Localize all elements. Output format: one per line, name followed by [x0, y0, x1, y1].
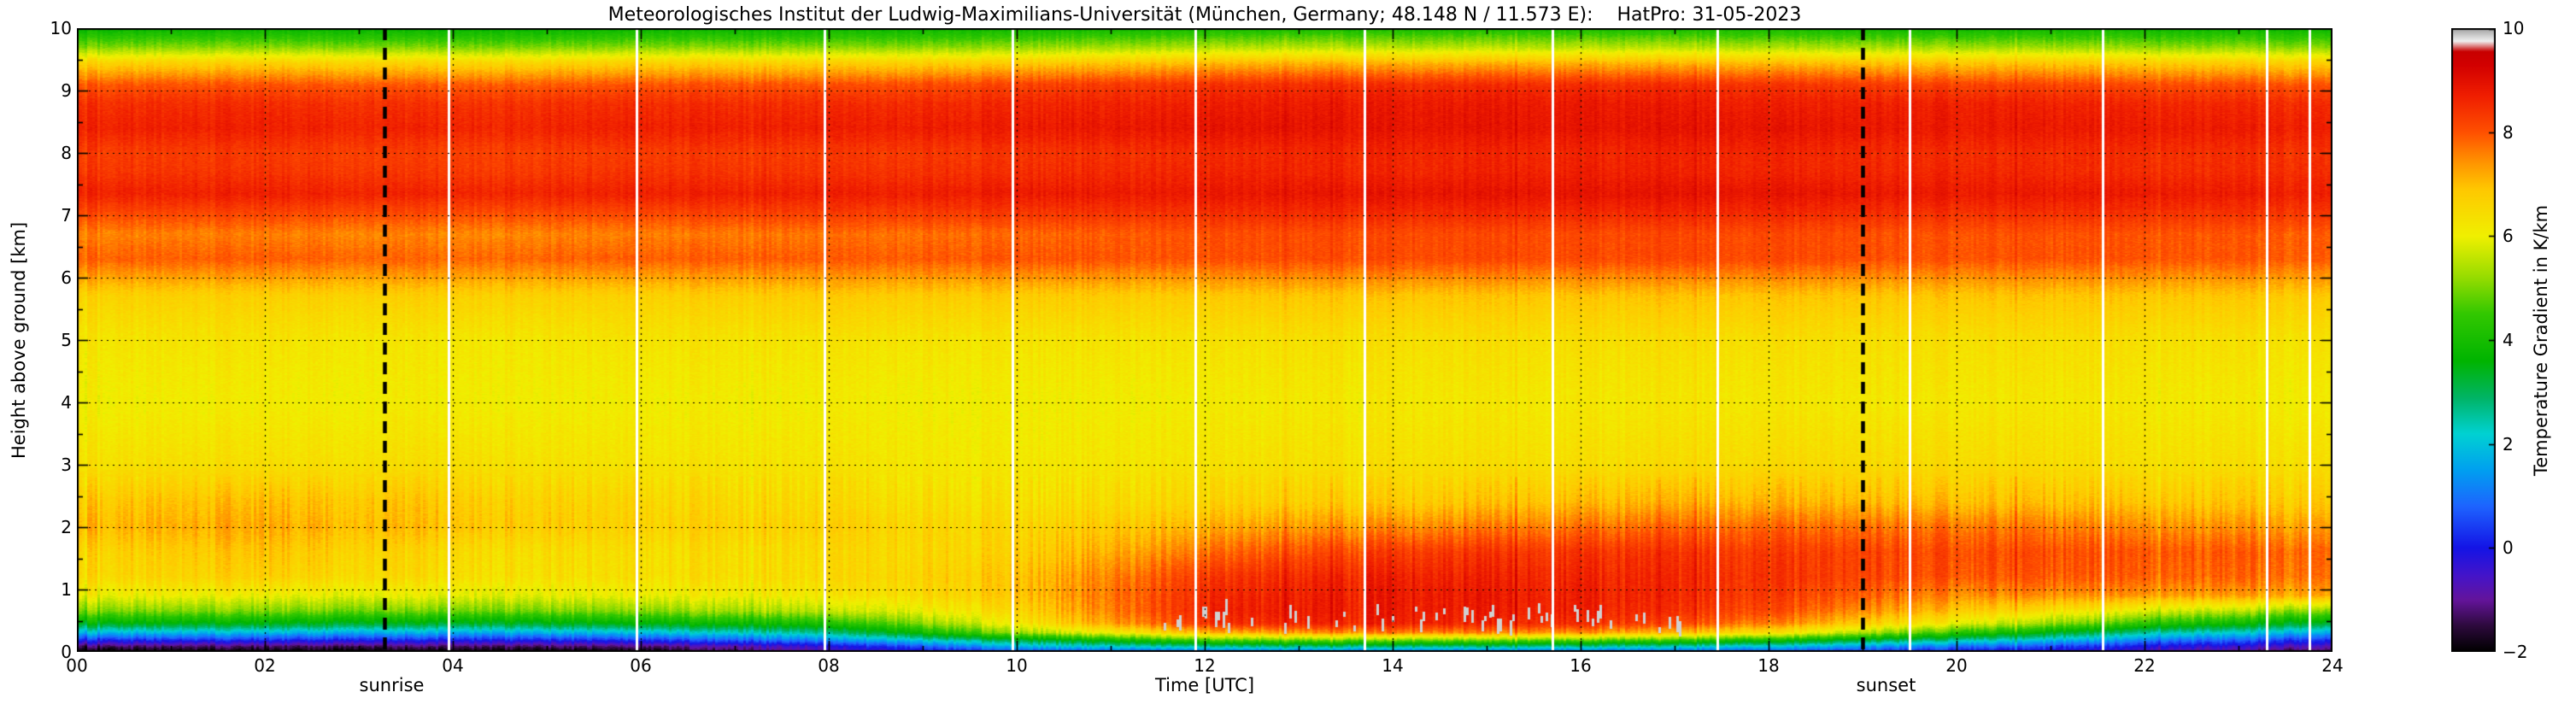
x-tick-label: 24: [2321, 655, 2344, 676]
colorbar-tick-label: 10: [2503, 18, 2525, 38]
x-tick-label: 08: [818, 655, 840, 676]
x-tick-label: 22: [2133, 655, 2156, 676]
colorbar-tick-label: 8: [2503, 121, 2514, 143]
colorbar-label: Temperature Gradient in K/km: [2531, 204, 2551, 476]
x-tick-label: 10: [1006, 655, 1028, 676]
x-axis-label: Time [UTC]: [1154, 675, 1255, 695]
colorbar-canvas: [2451, 28, 2496, 652]
y-tick-label: 9: [61, 80, 72, 101]
x-tick-label: 04: [442, 655, 464, 676]
sunset-label: sunset: [1856, 675, 1916, 695]
colorbar-tick-label: 6: [2503, 226, 2514, 247]
y-tick-label: 0: [61, 642, 72, 662]
sunrise-label: sunrise: [359, 675, 425, 695]
y-tick-label: 8: [61, 143, 72, 163]
x-tick-label: 02: [254, 655, 276, 676]
heatmap-canvas: [77, 28, 2332, 652]
x-tick-label: 18: [1757, 655, 1780, 676]
x-tick-label: 14: [1382, 655, 1404, 676]
y-tick-label: 5: [61, 330, 72, 350]
y-tick-label: 3: [61, 455, 72, 475]
y-tick-label: 1: [61, 579, 72, 600]
y-tick-label: 7: [61, 205, 72, 226]
chart-title: Meteorologisches Institut der Ludwig-Max…: [607, 4, 1802, 26]
colorbar-tick-label: 4: [2503, 330, 2514, 350]
x-tick-label: 20: [1945, 655, 1968, 676]
x-tick-label: 12: [1194, 655, 1216, 676]
colorbar-tick-label: 2: [2503, 433, 2514, 455]
colorbar-tick-label: −2: [2503, 642, 2528, 662]
x-tick-label: 06: [630, 655, 652, 676]
y-tick-label: 10: [50, 18, 72, 38]
x-tick-label: 00: [66, 655, 88, 676]
x-tick-label: 16: [1570, 655, 1592, 676]
y-tick-label: 6: [61, 267, 72, 288]
colorbar-tick-label: 0: [2503, 537, 2514, 559]
y-tick-label: 4: [61, 392, 72, 413]
y-tick-label: 2: [61, 517, 72, 537]
